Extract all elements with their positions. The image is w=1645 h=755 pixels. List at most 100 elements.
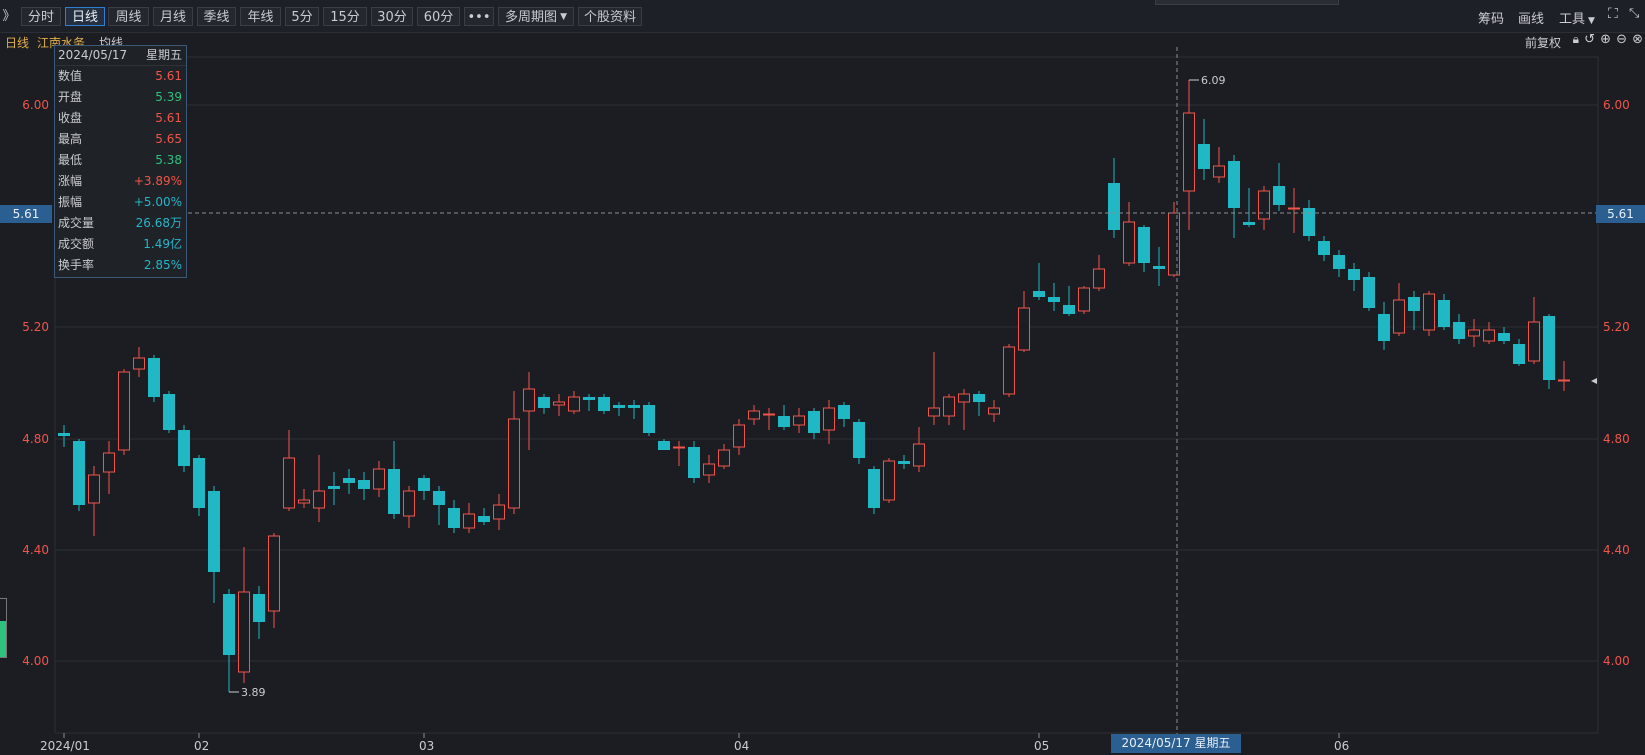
info-row: 换手率 2.85% bbox=[55, 255, 186, 276]
candle-body-down bbox=[328, 486, 340, 489]
collapse-button[interactable]: 》 bbox=[2, 9, 16, 24]
candle-body-down bbox=[1348, 269, 1360, 280]
y-tick-label-left: 4.80 bbox=[22, 432, 49, 446]
crosshair-price-right: 5.61 bbox=[1596, 205, 1645, 223]
candle-body-up bbox=[718, 449, 730, 467]
stock-profile-button[interactable]: 个股资料 bbox=[578, 7, 642, 26]
candle-body-down bbox=[358, 480, 370, 489]
zoom-out-icon[interactable]: ⊖ bbox=[1616, 32, 1627, 47]
x-tick-label: 03 bbox=[419, 739, 434, 753]
info-value: 5.38 bbox=[155, 153, 182, 167]
candle-body-down bbox=[598, 397, 610, 411]
candle-body-down bbox=[73, 441, 85, 505]
y-tick-label-left: 5.20 bbox=[22, 320, 49, 334]
tab-period[interactable]: 年线 bbox=[240, 7, 281, 26]
candle-body-up bbox=[493, 504, 505, 520]
tab-period[interactable]: 15分 bbox=[323, 7, 367, 26]
tab-period[interactable]: 日线 bbox=[65, 7, 105, 26]
candle-body-down bbox=[1543, 316, 1555, 380]
info-label: 成交量 bbox=[58, 216, 95, 230]
info-row: 最低 5.38 bbox=[55, 150, 186, 171]
zoom-in-icon[interactable]: ⊕ bbox=[1600, 32, 1611, 47]
candle-body-down bbox=[178, 430, 190, 466]
undo-icon[interactable]: ↺ bbox=[1584, 32, 1595, 47]
candle-body-up bbox=[793, 415, 805, 426]
candle-body-down bbox=[208, 491, 220, 572]
tab-period[interactable]: 分时 bbox=[21, 7, 61, 26]
restore-icon[interactable]: ⤡ bbox=[1629, 6, 1640, 21]
info-label: 成交额 bbox=[58, 237, 95, 251]
candle-body-up bbox=[103, 452, 115, 473]
candle-body-down bbox=[448, 508, 460, 528]
candle-body-down bbox=[808, 411, 820, 433]
candle-body-up bbox=[823, 407, 835, 431]
candle-body-up bbox=[1423, 293, 1435, 331]
info-label: 最高 bbox=[58, 132, 83, 146]
candle-body-up bbox=[313, 490, 325, 509]
candle-body-down bbox=[688, 447, 700, 478]
info-label: 开盘 bbox=[58, 90, 83, 104]
crosshair-price-left: 5.61 bbox=[0, 205, 52, 223]
candle-body-down bbox=[1318, 241, 1330, 255]
candle-body-down bbox=[628, 405, 640, 408]
x-tick-label: 02 bbox=[194, 739, 209, 753]
candle-body-down bbox=[583, 397, 595, 400]
draw-line-button[interactable]: 画线 bbox=[1518, 12, 1545, 27]
tools-button[interactable]: 工具 ▼ bbox=[1559, 8, 1595, 27]
info-row: 最高 5.65 bbox=[55, 129, 186, 150]
info-value: +5.00% bbox=[133, 195, 182, 209]
multi-period-dropdown[interactable]: 多周期图 ▼ bbox=[498, 7, 574, 26]
candle-body-down bbox=[1333, 255, 1345, 269]
candle-body-up bbox=[553, 401, 565, 406]
y-tick-label-right: 4.00 bbox=[1603, 654, 1630, 668]
candle-body-up bbox=[988, 407, 1000, 415]
last-price-pointer bbox=[1591, 378, 1597, 384]
candle-body-up bbox=[1288, 207, 1300, 210]
plot-frame bbox=[54, 56, 1599, 734]
candle-body-up bbox=[1003, 346, 1015, 395]
tab-period[interactable]: 60分 bbox=[417, 7, 460, 26]
candle-body-down bbox=[1438, 300, 1450, 327]
candle-body-down bbox=[478, 516, 490, 522]
tab-period[interactable]: 30分 bbox=[371, 7, 413, 26]
candle-body-up bbox=[958, 393, 970, 403]
candle-body-down bbox=[1108, 183, 1120, 230]
candle-body-down bbox=[1303, 208, 1315, 236]
crosshair-date-badge: 2024/05/17 星期五 bbox=[1111, 734, 1241, 753]
candle-body-up bbox=[88, 474, 100, 504]
chips-button[interactable]: 筹码 bbox=[1478, 12, 1505, 27]
info-row: 涨幅 +3.89% bbox=[55, 171, 186, 192]
adjust-mode-button[interactable]: 前复权 bbox=[1524, 36, 1561, 50]
search-input[interactable] bbox=[1155, 0, 1339, 5]
candle-body-up bbox=[673, 446, 685, 449]
candle-body-down bbox=[538, 397, 550, 408]
candle-body-down bbox=[253, 594, 265, 622]
close-icon[interactable]: ⊗ bbox=[1632, 32, 1643, 47]
info-panel-header: 2024/05/17 星期五 bbox=[55, 46, 186, 66]
period-label: 日线 bbox=[5, 36, 30, 50]
more-periods-button[interactable]: ••• bbox=[464, 7, 494, 26]
tab-period[interactable]: 季线 bbox=[197, 7, 236, 26]
candle-body-up bbox=[133, 357, 145, 370]
tab-period[interactable]: 5分 bbox=[285, 7, 319, 26]
fullscreen-icon[interactable]: ⛶ bbox=[1608, 6, 1618, 22]
candle-body-up bbox=[1258, 190, 1270, 220]
info-label: 振幅 bbox=[58, 195, 83, 209]
candle-body-down bbox=[433, 491, 445, 505]
lock-icon[interactable]: 🔒︎ bbox=[1572, 32, 1579, 46]
candle-body-down bbox=[223, 594, 235, 655]
tab-period[interactable]: 月线 bbox=[153, 7, 193, 26]
candle-body-down bbox=[643, 405, 655, 433]
candle-body-up bbox=[373, 468, 385, 490]
candle-body-down bbox=[1033, 291, 1045, 297]
info-value: 2.85% bbox=[143, 258, 182, 272]
level-indicator bbox=[0, 598, 7, 658]
candle-body-down bbox=[1273, 186, 1285, 205]
tab-period[interactable]: 周线 bbox=[108, 7, 149, 26]
candle-body-down bbox=[868, 469, 880, 508]
info-date: 2024/05/17 bbox=[58, 48, 128, 62]
candle-body-up bbox=[1123, 221, 1135, 264]
info-row: 成交量 26.68万 bbox=[55, 213, 186, 234]
candle-body-down bbox=[1228, 161, 1240, 208]
